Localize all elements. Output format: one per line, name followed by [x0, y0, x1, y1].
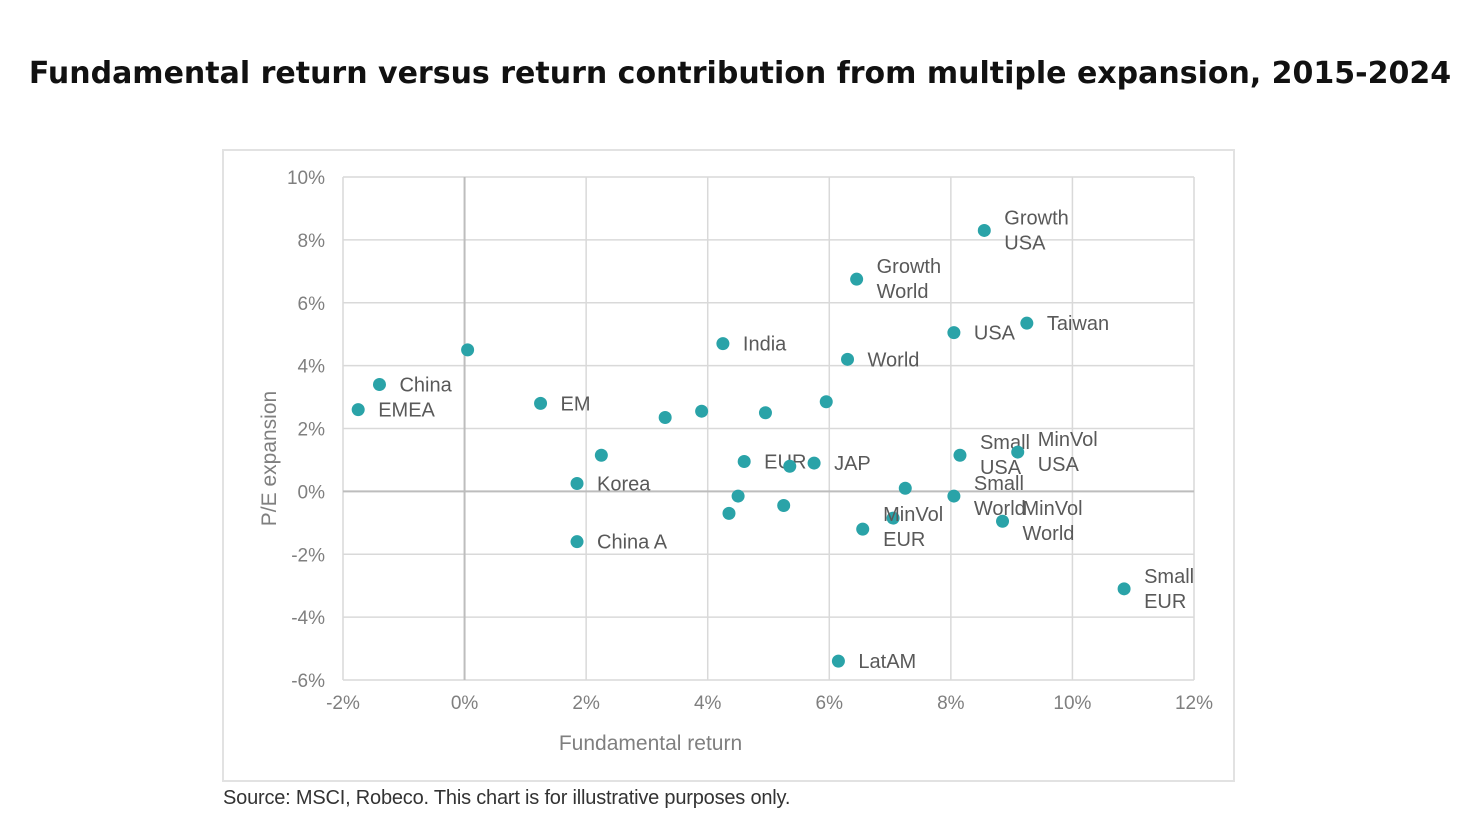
data-point	[841, 352, 855, 366]
data-label: Growth	[877, 256, 941, 278]
y-tick-label: -6%	[291, 671, 325, 692]
y-tick-label: 10%	[287, 168, 325, 189]
x-tick-label: 8%	[937, 693, 965, 714]
data-point	[372, 377, 386, 391]
x-tick-label: 0%	[451, 693, 479, 714]
data-point	[534, 396, 548, 410]
data-label: USA	[980, 457, 1022, 479]
data-label: India	[743, 334, 787, 356]
x-tick-label: 10%	[1053, 693, 1091, 714]
x-tick-label: 6%	[816, 693, 844, 714]
data-label: USA	[1038, 454, 1080, 476]
data-point	[856, 522, 870, 536]
data-point	[1020, 316, 1034, 330]
y-tick-label: 0%	[298, 482, 326, 503]
data-point	[658, 410, 672, 424]
data-point	[807, 456, 821, 470]
scatter-chart: -2% 0% 2% 4% 6% 8% 10% 12% -6% -4% -2% 0% 2% 4% 6% 8% 10…	[258, 168, 1213, 755]
data-label: USA	[974, 323, 1016, 345]
data-point	[783, 459, 797, 473]
data-label: Small	[1144, 566, 1194, 588]
data-label: China A	[597, 532, 668, 554]
data-label: Small	[974, 473, 1024, 495]
y-axis-title: P/E expansion	[258, 391, 281, 526]
data-label: Growth	[1004, 207, 1068, 229]
data-point	[731, 489, 745, 503]
data-point	[461, 343, 475, 357]
data-point	[1117, 582, 1131, 596]
data-point	[850, 272, 864, 286]
x-tick-label: 2%	[572, 693, 600, 714]
x-tick-label: 4%	[694, 693, 722, 714]
source-note: Source: MSCI, Robeco. This chart is for …	[223, 787, 791, 809]
data-label: JAP	[834, 453, 871, 475]
data-point	[570, 535, 584, 549]
data-point	[953, 448, 967, 462]
data-label: EMEA	[378, 400, 435, 422]
data-point	[1011, 445, 1025, 459]
data-point	[570, 477, 584, 491]
y-tick-label: 8%	[298, 231, 326, 252]
data-label: World	[1023, 523, 1075, 545]
data-point	[722, 506, 736, 520]
data-point	[886, 511, 900, 525]
data-point	[777, 499, 791, 513]
x-tick-label: 12%	[1175, 693, 1213, 714]
data-point	[758, 406, 772, 420]
data-point	[996, 514, 1010, 528]
data-point	[947, 489, 961, 503]
x-axis-title: Fundamental return	[559, 732, 742, 755]
data-label: World	[974, 498, 1026, 520]
chart-title: Fundamental return versus return contrib…	[28, 56, 1452, 91]
data-point	[831, 654, 845, 668]
y-tick-label: -4%	[291, 608, 325, 629]
data-label: China	[399, 374, 452, 396]
data-label: USA	[1004, 232, 1046, 254]
data-label: EUR	[883, 529, 925, 551]
y-tick-label: -2%	[291, 545, 325, 566]
data-label: MinVol	[1023, 498, 1083, 520]
y-tick-label: 4%	[298, 357, 326, 378]
data-label: MinVol	[1038, 429, 1098, 451]
y-tick-label: 2%	[298, 420, 326, 441]
data-label: Korea	[597, 474, 651, 496]
data-label: EM	[561, 393, 591, 415]
data-point	[898, 481, 912, 495]
data-point	[977, 223, 991, 237]
data-point	[947, 326, 961, 340]
data-label: World	[877, 281, 929, 303]
data-point	[716, 337, 730, 351]
data-label: EUR	[1144, 591, 1186, 613]
data-label: MinVol	[883, 504, 943, 526]
data-point	[594, 448, 608, 462]
x-tick-label: -2%	[326, 693, 360, 714]
chart-frame: -2% 0% 2% 4% 6% 8% 10% 12% -6% -4% -2% 0% 2% 4% 6% 8% 10…	[222, 149, 1235, 782]
data-label: World	[868, 349, 920, 371]
data-point	[737, 455, 751, 469]
data-point	[351, 403, 365, 417]
data-point	[819, 395, 833, 409]
data-label: LatAM	[858, 651, 916, 673]
data-label: Taiwan	[1047, 313, 1109, 335]
data-point	[695, 404, 709, 418]
y-tick-label: 6%	[298, 294, 326, 315]
